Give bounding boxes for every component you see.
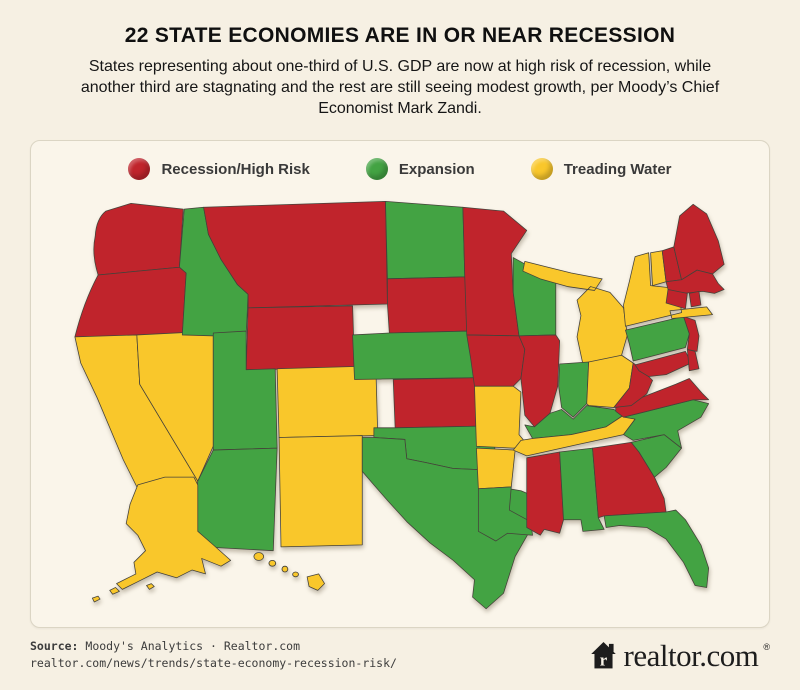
- footer: Source: Moody's Analytics · Realtor.com …: [30, 638, 770, 673]
- legend-label-treading: Treading Water: [563, 160, 672, 178]
- treading-color-dot: [530, 158, 553, 180]
- header: 22 STATE ECONOMIES ARE IN OR NEAR RECESS…: [0, 0, 800, 119]
- source-note: Source: Moody's Analytics · Realtor.com …: [30, 638, 397, 673]
- map-legend: Recession/High Risk Expansion Treading W…: [31, 156, 769, 182]
- state-missouri: [474, 385, 530, 449]
- registered-mark: ®: [763, 641, 770, 652]
- legend-item-expansion: Expansion: [365, 158, 475, 180]
- state-wyoming: [245, 305, 355, 371]
- state-oregon: [74, 266, 187, 338]
- source-url: realtor.com/news/trends/state-economy-re…: [30, 656, 397, 671]
- page-subtitle: States representing about one-third of U…: [80, 58, 720, 117]
- state-iowa: [466, 334, 526, 387]
- realtor-house-icon: r: [590, 641, 616, 669]
- source-line: Source: Moody's Analytics · Realtor.com: [30, 638, 397, 655]
- state-hawaii: [253, 552, 325, 591]
- state-north-dakota: [385, 201, 466, 280]
- state-washington: [93, 202, 184, 276]
- state-connecticut: [665, 289, 688, 310]
- map-card: Recession/High Risk Expansion Treading W…: [30, 140, 770, 628]
- map-container: [42, 184, 758, 621]
- logo-text: realtor.com: [623, 637, 759, 673]
- state-maryland: [634, 350, 692, 377]
- state-florida: [603, 509, 710, 588]
- house-letter: r: [599, 650, 607, 669]
- legend-label-recession: Recession/High Risk: [161, 160, 310, 178]
- state-new-mexico: [278, 435, 363, 548]
- us-choropleth-map: [74, 201, 725, 610]
- state-arkansas: [476, 447, 516, 490]
- state-louisiana: [477, 486, 533, 542]
- realtor-logo: r realtor.com ®: [588, 640, 770, 671]
- state-mississippi: [526, 451, 564, 536]
- state-maine: [673, 203, 725, 281]
- state-delaware: [686, 349, 700, 372]
- page-title: 22 STATE ECONOMIES ARE IN OR NEAR RECESS…: [124, 24, 676, 47]
- legend-label-expansion: Expansion: [398, 160, 475, 178]
- source-label: Source:: [30, 639, 79, 653]
- state-rhode-island: [688, 291, 702, 308]
- source-text: Moody's Analytics · Realtor.com: [78, 639, 301, 653]
- recession-color-dot: [128, 158, 151, 180]
- state-alaska: [91, 476, 232, 603]
- legend-item-recession: Recession/High Risk: [128, 158, 310, 180]
- state-virginia: [615, 378, 710, 418]
- state-michigan: [522, 261, 628, 365]
- legend-item-treading: Treading Water: [530, 158, 672, 180]
- state-south-dakota: [387, 276, 473, 334]
- expansion-color-dot: [365, 158, 388, 180]
